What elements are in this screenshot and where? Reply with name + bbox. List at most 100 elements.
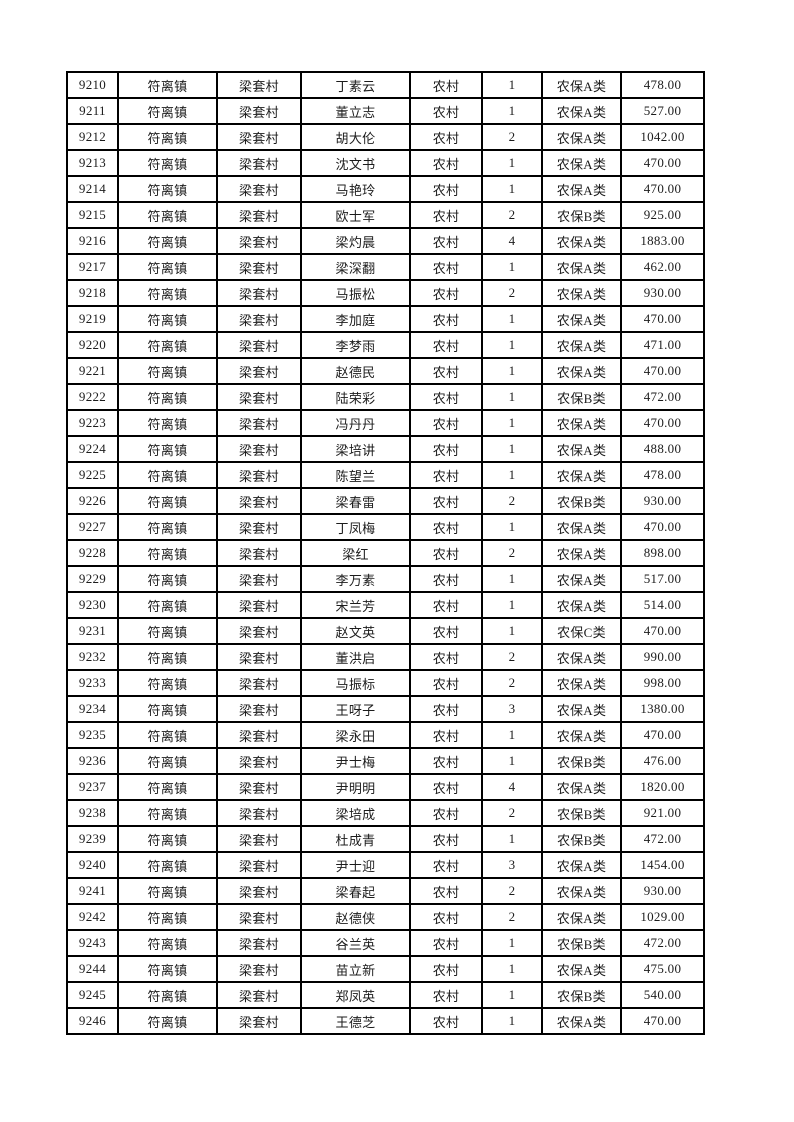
cell-residence-type: 农村 [409, 877, 483, 905]
cell-person-name: 沈文书 [300, 149, 411, 177]
cell-person-count: 1 [481, 409, 543, 437]
cell-person-name: 李梦雨 [300, 331, 411, 359]
cell-town: 符离镇 [117, 383, 218, 411]
cell-serial-number: 9228 [66, 539, 119, 567]
table-row: 9220 符离镇 梁套村 李梦雨 农村 1 农保A类 471.00 [66, 331, 705, 359]
cell-insurance-category: 农保A类 [541, 357, 622, 385]
cell-person-count: 2 [481, 123, 543, 151]
cell-serial-number: 9241 [66, 877, 119, 905]
cell-town: 符离镇 [117, 929, 218, 957]
cell-residence-type: 农村 [409, 955, 483, 983]
cell-insurance-category: 农保A类 [541, 253, 622, 281]
cell-town: 符离镇 [117, 643, 218, 671]
cell-insurance-category: 农保A类 [541, 513, 622, 541]
cell-residence-type: 农村 [409, 383, 483, 411]
cell-serial-number: 9211 [66, 97, 119, 125]
cell-serial-number: 9243 [66, 929, 119, 957]
table-row: 9216 符离镇 梁套村 梁灼晨 农村 4 农保A类 1883.00 [66, 227, 705, 255]
cell-amount: 471.00 [620, 331, 705, 359]
cell-serial-number: 9220 [66, 331, 119, 359]
cell-village: 梁套村 [216, 851, 302, 879]
cell-insurance-category: 农保A类 [541, 851, 622, 879]
cell-serial-number: 9238 [66, 799, 119, 827]
cell-serial-number: 9230 [66, 591, 119, 619]
cell-residence-type: 农村 [409, 123, 483, 151]
cell-insurance-category: 农保B类 [541, 487, 622, 515]
cell-insurance-category: 农保A类 [541, 227, 622, 255]
cell-insurance-category: 农保A类 [541, 175, 622, 203]
cell-serial-number: 9237 [66, 773, 119, 801]
cell-amount: 1380.00 [620, 695, 705, 723]
table-row: 9218 符离镇 梁套村 马振松 农村 2 农保A类 930.00 [66, 279, 705, 307]
table-row: 9236 符离镇 梁套村 尹士梅 农村 1 农保B类 476.00 [66, 747, 705, 775]
cell-person-name: 冯丹丹 [300, 409, 411, 437]
cell-insurance-category: 农保A类 [541, 279, 622, 307]
table-row: 9214 符离镇 梁套村 马艳玲 农村 1 农保A类 470.00 [66, 175, 705, 203]
cell-residence-type: 农村 [409, 71, 483, 99]
cell-residence-type: 农村 [409, 799, 483, 827]
cell-person-count: 3 [481, 851, 543, 879]
table-row: 9237 符离镇 梁套村 尹明明 农村 4 农保A类 1820.00 [66, 773, 705, 801]
cell-town: 符离镇 [117, 149, 218, 177]
cell-person-count: 2 [481, 279, 543, 307]
cell-amount: 1042.00 [620, 123, 705, 151]
table-row: 9226 符离镇 梁套村 梁春雷 农村 2 农保B类 930.00 [66, 487, 705, 515]
table-row: 9240 符离镇 梁套村 尹士迎 农村 3 农保A类 1454.00 [66, 851, 705, 879]
cell-village: 梁套村 [216, 695, 302, 723]
cell-town: 符离镇 [117, 97, 218, 125]
cell-amount: 540.00 [620, 981, 705, 1009]
cell-amount: 470.00 [620, 617, 705, 645]
cell-insurance-category: 农保A类 [541, 877, 622, 905]
cell-amount: 930.00 [620, 877, 705, 905]
cell-serial-number: 9222 [66, 383, 119, 411]
cell-amount: 1883.00 [620, 227, 705, 255]
cell-residence-type: 农村 [409, 1007, 483, 1035]
table-row: 9233 符离镇 梁套村 马振标 农村 2 农保A类 998.00 [66, 669, 705, 697]
cell-town: 符离镇 [117, 123, 218, 151]
cell-insurance-category: 农保A类 [541, 955, 622, 983]
cell-village: 梁套村 [216, 435, 302, 463]
cell-village: 梁套村 [216, 617, 302, 645]
cell-person-name: 杜成青 [300, 825, 411, 853]
cell-person-name: 赵德民 [300, 357, 411, 385]
cell-person-count: 3 [481, 695, 543, 723]
cell-residence-type: 农村 [409, 721, 483, 749]
cell-town: 符离镇 [117, 357, 218, 385]
cell-person-name: 陆荣彩 [300, 383, 411, 411]
cell-insurance-category: 农保B类 [541, 747, 622, 775]
cell-residence-type: 农村 [409, 929, 483, 957]
cell-insurance-category: 农保B类 [541, 799, 622, 827]
cell-village: 梁套村 [216, 1007, 302, 1035]
table-row: 9246 符离镇 梁套村 王德芝 农村 1 农保A类 470.00 [66, 1007, 705, 1035]
cell-village: 梁套村 [216, 253, 302, 281]
cell-amount: 470.00 [620, 149, 705, 177]
cell-town: 符离镇 [117, 981, 218, 1009]
cell-amount: 1820.00 [620, 773, 705, 801]
cell-village: 梁套村 [216, 149, 302, 177]
cell-town: 符离镇 [117, 695, 218, 723]
cell-person-count: 1 [481, 617, 543, 645]
cell-person-count: 1 [481, 565, 543, 593]
table-row: 9243 符离镇 梁套村 谷兰英 农村 1 农保B类 472.00 [66, 929, 705, 957]
cell-town: 符离镇 [117, 747, 218, 775]
cell-serial-number: 9232 [66, 643, 119, 671]
cell-insurance-category: 农保A类 [541, 591, 622, 619]
cell-person-name: 赵文英 [300, 617, 411, 645]
cell-village: 梁套村 [216, 513, 302, 541]
cell-serial-number: 9223 [66, 409, 119, 437]
cell-person-count: 1 [481, 929, 543, 957]
cell-village: 梁套村 [216, 669, 302, 697]
cell-amount: 470.00 [620, 513, 705, 541]
cell-village: 梁套村 [216, 539, 302, 567]
cell-village: 梁套村 [216, 903, 302, 931]
cell-person-count: 1 [481, 1007, 543, 1035]
cell-person-count: 1 [481, 97, 543, 125]
cell-serial-number: 9240 [66, 851, 119, 879]
cell-insurance-category: 农保A类 [541, 97, 622, 125]
cell-town: 符离镇 [117, 331, 218, 359]
cell-amount: 472.00 [620, 929, 705, 957]
cell-person-name: 尹明明 [300, 773, 411, 801]
cell-person-count: 1 [481, 331, 543, 359]
cell-amount: 488.00 [620, 435, 705, 463]
